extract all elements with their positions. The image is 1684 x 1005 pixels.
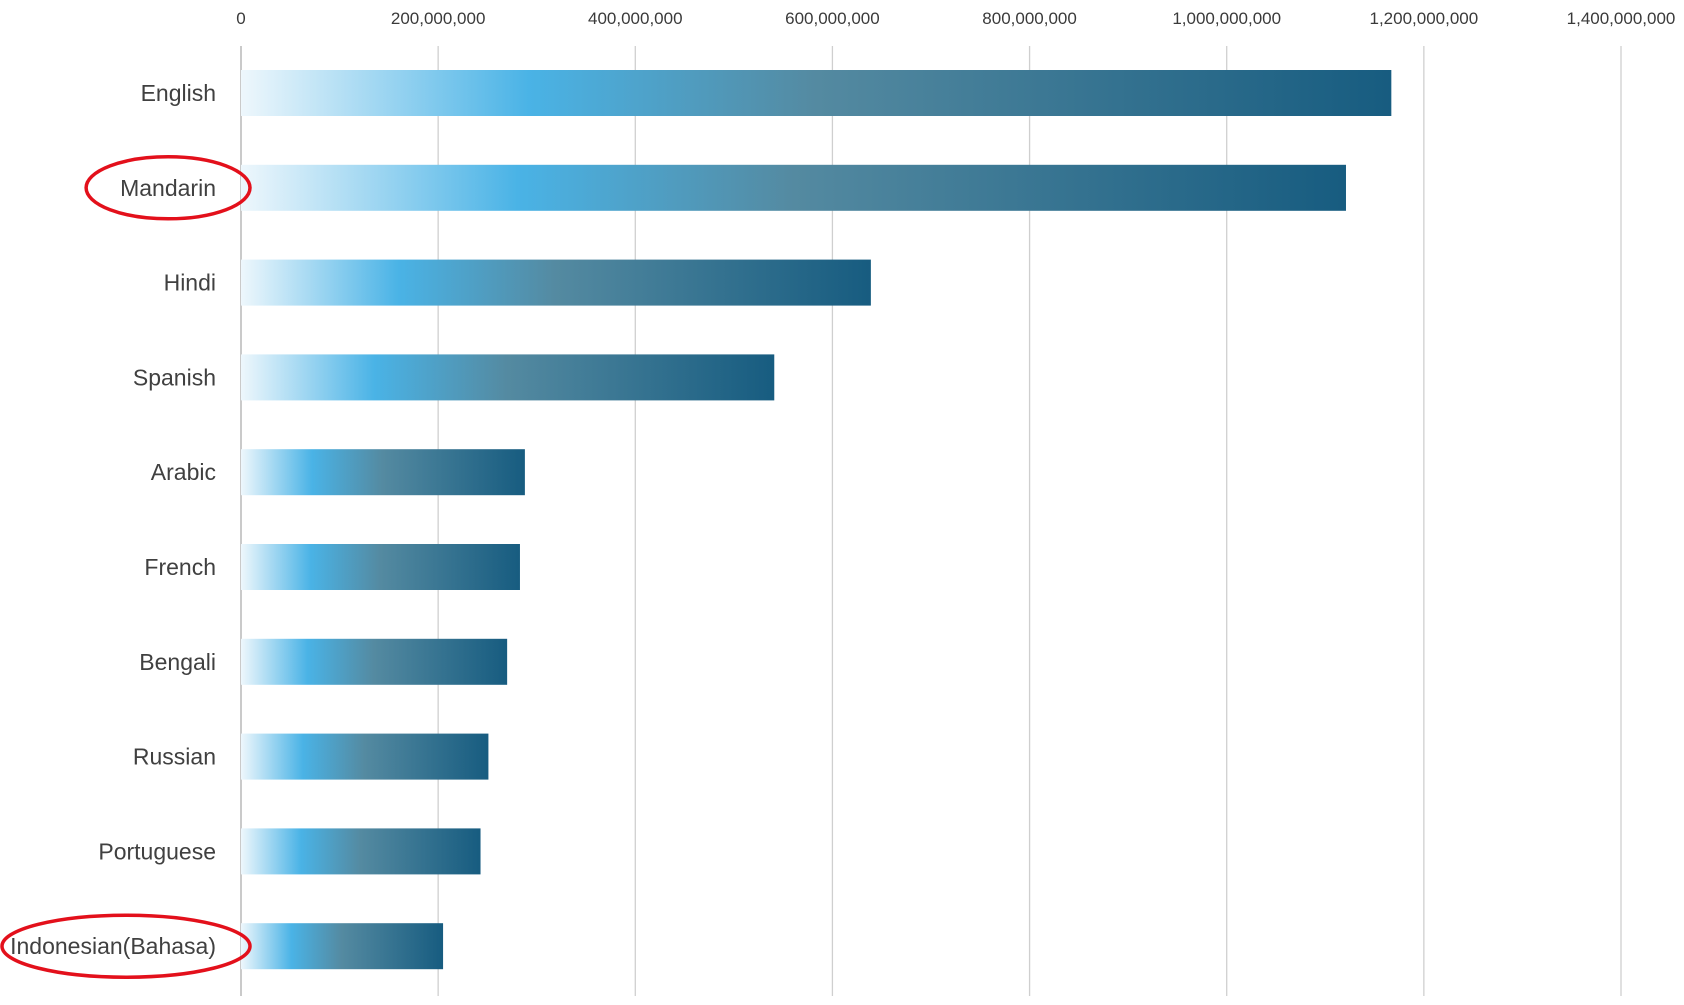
highlight-circle xyxy=(84,155,252,221)
bar-spanish xyxy=(241,354,775,401)
x-tick-label: 200,000,000 xyxy=(391,9,486,28)
highlight-circles xyxy=(0,155,252,979)
x-tick-label: 800,000,000 xyxy=(982,9,1077,28)
bar-mandarin xyxy=(241,164,1346,211)
category-label: Mandarin xyxy=(120,175,216,201)
category-label: Hindi xyxy=(164,270,216,296)
bar-bengali xyxy=(241,638,508,685)
category-label: French xyxy=(144,554,216,580)
x-tick-label: 600,000,000 xyxy=(785,9,880,28)
category-label: Indonesian(Bahasa) xyxy=(10,933,216,959)
bar-russian xyxy=(241,733,489,780)
x-tick-label: 1,400,000,000 xyxy=(1567,9,1676,28)
category-label: Arabic xyxy=(151,459,216,485)
x-tick-label: 400,000,000 xyxy=(588,9,683,28)
category-label: Bengali xyxy=(139,649,216,675)
x-axis-ticks: 0 200,000,000 400,000,000 600,000,000 800,00… xyxy=(236,9,1675,28)
bar-french xyxy=(241,544,520,590)
category-label: Portuguese xyxy=(98,838,216,864)
bar-indonesian-bahasa xyxy=(241,923,444,970)
bar-english xyxy=(241,70,1392,116)
category-labels: English Mandarin Hindi Spanish Arabic French B… xyxy=(10,80,216,959)
bar-portuguese xyxy=(241,828,481,875)
x-tick-label: 0 xyxy=(236,9,245,28)
x-tick-label: 1,200,000,000 xyxy=(1369,9,1478,28)
x-tick-label: 1,000,000,000 xyxy=(1172,9,1281,28)
category-label: Russian xyxy=(133,744,216,770)
bar-arabic xyxy=(241,449,525,496)
category-label: Spanish xyxy=(133,364,216,390)
bar-hindi xyxy=(241,259,871,306)
bars xyxy=(241,70,1392,970)
category-label: English xyxy=(141,80,216,106)
highlight-circle xyxy=(0,913,252,979)
